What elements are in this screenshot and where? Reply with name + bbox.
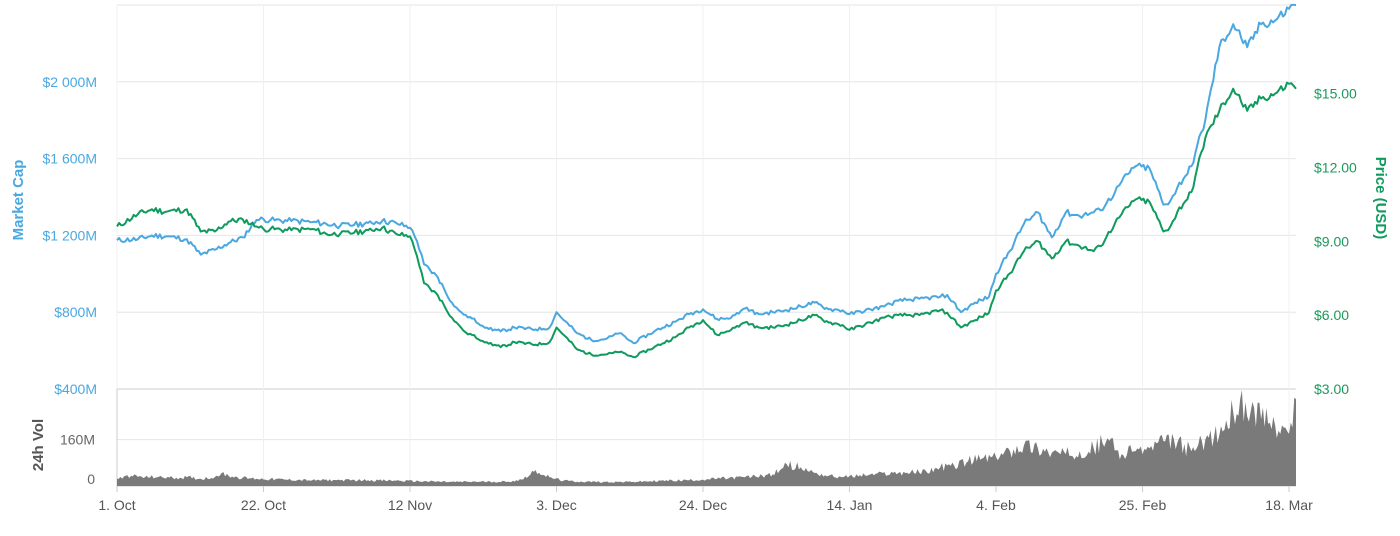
right-axis-ticks: $3.00 $6.00 $9.00 $12.00 $15.00: [1314, 86, 1357, 397]
left-tick-label-2: $1 200M: [43, 227, 97, 243]
x-tick-label-2: 12 Nov: [388, 497, 432, 513]
x-tick-label-4: 24. Dec: [679, 497, 727, 513]
series-price-line: [116, 81, 1297, 359]
left-tick-label-0: $400M: [54, 381, 97, 397]
series-lines: [116, 3, 1297, 359]
right-axis-title: Price (USD): [1372, 157, 1389, 240]
series-volume-area: [117, 390, 1296, 486]
x-tick-label-3: 3. Dec: [536, 497, 576, 513]
left-axis-ticks: $400M $800M $1 200M $1 600M $2 000M: [43, 74, 97, 397]
volume-tick-label-0: 0: [87, 471, 95, 487]
right-tick-label-1: $6.00: [1314, 307, 1349, 323]
left-axis-title: Market Cap: [10, 160, 27, 241]
x-tick-label-6: 4. Feb: [976, 497, 1016, 513]
volume-area: [117, 390, 1296, 486]
x-tick-label-0: 1. Oct: [98, 497, 135, 513]
left-tick-label-4: $2 000M: [43, 74, 97, 90]
right-tick-label-2: $9.00: [1314, 233, 1349, 249]
right-tick-label-4: $15.00: [1314, 86, 1357, 102]
left-tick-label-1: $800M: [54, 304, 97, 320]
grid-lines: [116, 4, 1296, 487]
volume-tick-label-1: 160M: [60, 432, 95, 448]
x-tick-label-1: 22. Oct: [241, 497, 286, 513]
volume-axis-ticks: 0 160M: [60, 432, 95, 487]
x-tick-label-7: 25. Feb: [1119, 497, 1167, 513]
x-axis-ticks: 1. Oct 22. Oct 12 Nov 3. Dec 24. Dec 14. Jan 4…: [98, 486, 1313, 513]
right-tick-label-0: $3.00: [1314, 381, 1349, 397]
x-tick-label-8: 18. Mar: [1265, 497, 1313, 513]
x-tick-label-5: 14. Jan: [827, 497, 873, 513]
left-tick-label-3: $1 600M: [43, 151, 97, 167]
volume-axis-title: 24h Vol: [30, 419, 47, 471]
right-tick-label-3: $12.00: [1314, 159, 1357, 175]
series-market-cap-line: [116, 3, 1297, 345]
